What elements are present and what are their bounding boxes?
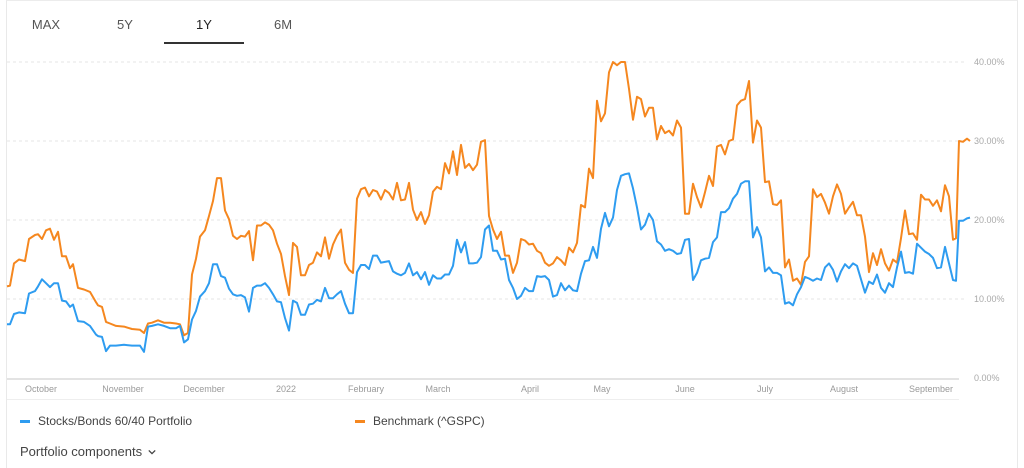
y-tick-label: 20.00%	[974, 215, 1005, 225]
x-tick-label: March	[425, 384, 450, 394]
y-tick-label: 30.00%	[974, 136, 1005, 146]
y-tick-label: 0.00%	[974, 373, 1000, 383]
benchmark-line	[6, 61, 971, 337]
x-tick-label: 2022	[276, 384, 296, 394]
portfolio-swatch-icon	[20, 419, 30, 423]
portfolio-line	[7, 172, 971, 353]
x-tick-label: February	[348, 384, 385, 394]
portfolio-components-label: Portfolio components	[20, 444, 143, 459]
tab-5y[interactable]: 5Y	[117, 17, 133, 32]
x-axis-labels: October November December 2022 February March…	[25, 384, 953, 394]
chevron-down-icon	[148, 449, 156, 455]
tab-max[interactable]: MAX	[31, 17, 61, 32]
tab-6m[interactable]: 6M	[273, 17, 293, 32]
x-tick-label: December	[183, 384, 225, 394]
x-tick-label: August	[830, 384, 859, 394]
performance-chart: 0.00% 10.00% 20.00% 30.00% 40.00% October Nov…	[6, 57, 1005, 394]
gridlines	[7, 61, 966, 300]
portfolio-components-toggle[interactable]: Portfolio components	[20, 444, 156, 459]
benchmark-swatch-icon	[355, 419, 365, 423]
legend-benchmark-label: Benchmark (^GSPC)	[373, 414, 485, 428]
legend-portfolio-label: Stocks/Bonds 60/40 Portfolio	[38, 414, 193, 428]
x-axis-band	[7, 378, 959, 400]
chart-panel	[6, 0, 1018, 468]
x-tick-label: September	[909, 384, 953, 394]
x-tick-label: April	[521, 384, 539, 394]
y-tick-label: 40.00%	[974, 57, 1005, 67]
x-tick-label: June	[675, 384, 695, 394]
x-tick-label: October	[25, 384, 57, 394]
y-axis-labels: 0.00% 10.00% 20.00% 30.00% 40.00%	[974, 57, 1005, 383]
x-tick-label: July	[757, 384, 774, 394]
legend-benchmark[interactable]: Benchmark (^GSPC)	[355, 414, 485, 428]
x-tick-label: November	[102, 384, 144, 394]
legend-portfolio[interactable]: Stocks/Bonds 60/40 Portfolio	[20, 414, 192, 428]
y-tick-label: 10.00%	[974, 294, 1005, 304]
tab-1y[interactable]: 1Y	[164, 10, 244, 44]
x-tick-label: May	[593, 384, 611, 394]
